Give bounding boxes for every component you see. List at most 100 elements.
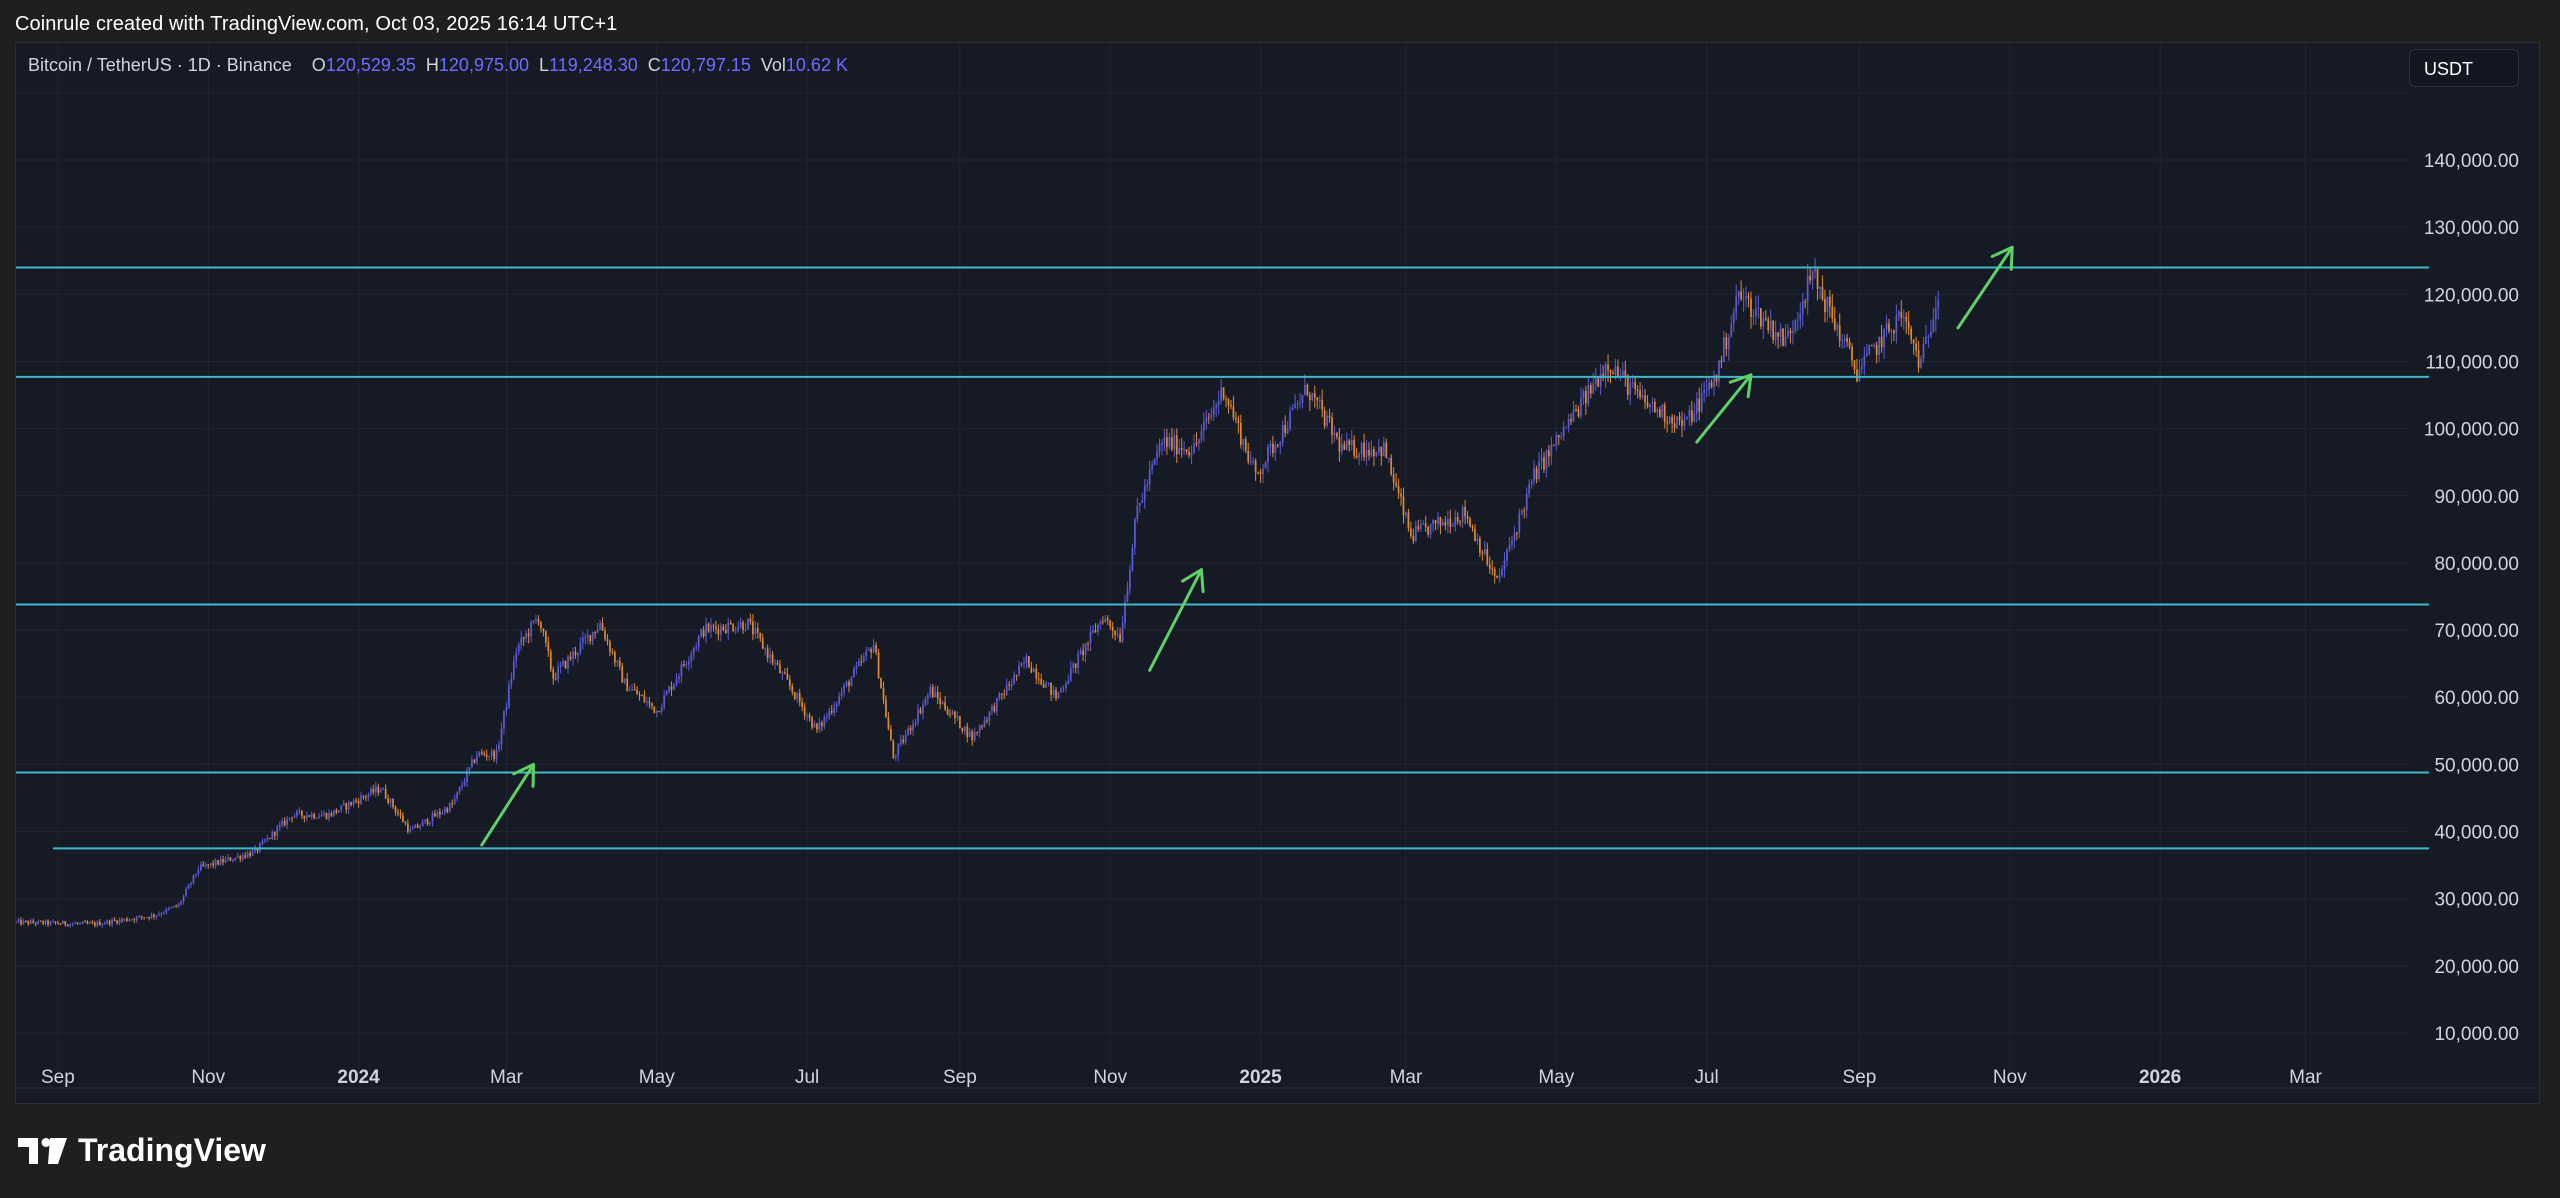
candle-body (1471, 526, 1474, 529)
candle-body (1794, 320, 1797, 331)
candle-body (86, 921, 89, 924)
candle-body (1333, 432, 1336, 436)
candle-body (1114, 631, 1117, 636)
candle-body (121, 919, 123, 921)
candle-body (1156, 451, 1158, 459)
candle-body (633, 689, 636, 691)
candle-body (1363, 442, 1365, 458)
candle-body (350, 802, 353, 805)
candle-body (680, 663, 683, 677)
candle-body (705, 623, 707, 637)
candle-body (1168, 437, 1171, 447)
candle-body (1259, 472, 1262, 475)
candle-body (1025, 656, 1028, 664)
candle-body (1037, 678, 1040, 680)
candle-body (931, 687, 934, 698)
candle-body (1782, 328, 1784, 346)
candle-body (508, 684, 510, 707)
candle-body (572, 651, 574, 659)
candle-body (128, 919, 131, 921)
candle-body (1077, 653, 1080, 668)
candles (16, 257, 1940, 929)
chart-panel[interactable]: 10,000.00 20,000.00 30,000.00 40,000.00 50,0… (15, 42, 2540, 1104)
candle-body (170, 907, 173, 909)
candle-body (1343, 444, 1346, 450)
candle-body (1326, 415, 1328, 426)
candle-body (1895, 315, 1898, 334)
candle-body (1843, 338, 1846, 341)
candle-body (1183, 449, 1186, 451)
tradingview-logo[interactable]: TradingView (18, 1132, 266, 1169)
candle-body (1040, 679, 1043, 685)
candle-body (1429, 523, 1432, 535)
candle-body (1018, 665, 1020, 675)
candle-body (1249, 461, 1252, 463)
candle-body (1338, 436, 1341, 452)
candle-body (586, 635, 589, 638)
candle-body (308, 815, 311, 817)
time-tick-label: 2024 (337, 1067, 380, 1088)
candle-body (983, 720, 986, 727)
candle-body (1880, 336, 1883, 348)
candle-body (1762, 318, 1765, 327)
candle-body (1045, 683, 1048, 688)
candle-body (335, 809, 338, 813)
candle-body (293, 815, 296, 818)
candle-body (453, 798, 456, 805)
candle-body (49, 921, 52, 925)
candle-body (902, 739, 905, 742)
candle-body (793, 692, 796, 700)
candle-body (1654, 401, 1656, 412)
candle-body (1126, 588, 1129, 602)
candle-body (1461, 507, 1464, 522)
candle-body (1015, 674, 1018, 676)
candle-body (929, 687, 932, 696)
candle-body (830, 710, 833, 713)
candle-body (1582, 390, 1585, 399)
candle-body (37, 920, 40, 924)
candle-body (1649, 403, 1651, 408)
candle-body (1686, 416, 1688, 419)
candle-body (1769, 320, 1772, 331)
candle-body (1772, 320, 1775, 340)
candle-body (1545, 450, 1548, 470)
symbol-title[interactable]: Bitcoin / TetherUS · 1D · Binance (28, 55, 292, 75)
currency-selector[interactable]: USDT (2409, 49, 2519, 87)
price-chart[interactable]: 10,000.00 20,000.00 30,000.00 40,000.00 50,0… (16, 43, 2539, 1103)
candle-body (993, 706, 996, 712)
candle-body (360, 795, 362, 804)
candle-body (1570, 418, 1572, 422)
price-tick-label: 70,000.00 (2434, 621, 2519, 642)
candle-body (722, 626, 725, 631)
high-label: H (425, 55, 439, 75)
candle-body (559, 665, 562, 667)
time-tick-label: Jul (1694, 1067, 1718, 1088)
candle-body (685, 664, 688, 666)
candle-body (318, 816, 320, 819)
candle-body (439, 811, 441, 815)
candle-body (1562, 427, 1565, 437)
candle-body (1759, 308, 1762, 327)
candle-body (1276, 444, 1279, 446)
candle-body (653, 706, 656, 713)
candle-body (1604, 364, 1607, 378)
candle-body (771, 654, 774, 663)
candle-body (1469, 518, 1471, 527)
candle-body (1875, 344, 1878, 356)
candle-body (1437, 517, 1439, 524)
candle-body (1341, 444, 1343, 452)
candle-body (1047, 682, 1050, 684)
candle-body (1313, 392, 1316, 398)
candle-body (475, 755, 478, 763)
candle-body (1735, 296, 1738, 314)
candle-body (1930, 331, 1932, 337)
candle-body (1863, 356, 1866, 366)
time-tick-label: 2025 (1239, 1067, 1282, 1088)
candle-body (79, 923, 81, 925)
candle-body (1824, 299, 1826, 312)
candle-body (1668, 416, 1671, 424)
candle-body (1915, 343, 1917, 351)
candle-body (485, 754, 488, 757)
candle-body (535, 619, 537, 621)
candle-body (111, 919, 113, 925)
